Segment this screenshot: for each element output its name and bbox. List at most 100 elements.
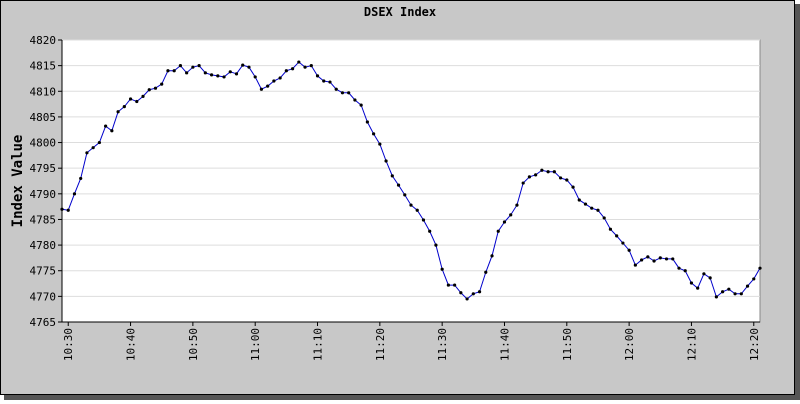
data-point: [727, 287, 731, 291]
x-tick-label: 11:20: [374, 328, 387, 361]
data-point: [571, 185, 575, 189]
data-point: [590, 206, 594, 210]
y-tick-label: 4820: [30, 34, 57, 47]
data-point: [652, 259, 656, 263]
data-point: [484, 270, 488, 274]
data-point: [191, 65, 195, 69]
data-point: [396, 183, 401, 187]
data-point: [60, 207, 64, 211]
data-point: [284, 69, 288, 73]
data-point: [359, 103, 363, 107]
data-point: [290, 67, 295, 71]
data-point: [135, 99, 139, 104]
data-point: [502, 220, 507, 224]
data-point: [583, 202, 588, 206]
x-tick-label: 11:40: [498, 328, 511, 361]
data-point: [733, 292, 737, 296]
data-point: [315, 74, 320, 78]
y-tick-label: 4790: [30, 188, 57, 201]
data-point: [471, 292, 475, 296]
data-point: [621, 241, 625, 245]
y-tick-label: 4785: [30, 213, 57, 226]
x-tick-label: 12:20: [748, 328, 761, 361]
data-point: [272, 79, 276, 83]
data-point: [104, 124, 108, 128]
data-point: [66, 208, 70, 212]
y-tick-label: 4770: [30, 290, 57, 303]
data-point: [752, 277, 756, 281]
data-point: [234, 72, 239, 76]
data-point: [166, 69, 170, 73]
data-point: [714, 295, 718, 299]
x-tick-label: 11:50: [561, 328, 574, 361]
y-tick-label: 4805: [30, 111, 57, 124]
data-point: [496, 229, 500, 233]
data-point: [172, 69, 176, 73]
data-point: [565, 178, 569, 182]
data-point: [515, 203, 519, 207]
data-point: [178, 64, 183, 68]
data-point: [297, 60, 301, 64]
data-point: [415, 208, 419, 212]
data-point: [403, 193, 407, 197]
data-point: [739, 292, 743, 296]
x-tick-label: 11:10: [312, 328, 325, 361]
x-tick-label: 10:40: [125, 328, 138, 361]
data-point: [216, 74, 220, 78]
data-point: [702, 272, 706, 276]
y-tick-label: 4795: [30, 162, 57, 175]
data-point: [147, 88, 151, 92]
data-point: [79, 176, 83, 181]
data-point: [453, 283, 457, 287]
y-tick-label: 4815: [30, 60, 57, 73]
data-point: [434, 243, 438, 247]
data-point: [303, 65, 307, 69]
data-point: [446, 283, 450, 287]
data-point: [353, 98, 357, 102]
data-point: [390, 174, 394, 178]
data-point: [633, 263, 637, 267]
data-point: [203, 71, 207, 75]
data-point: [409, 203, 413, 207]
data-point: [378, 142, 382, 146]
data-point: [253, 75, 257, 79]
data-point: [527, 175, 532, 179]
data-point: [228, 70, 232, 74]
data-point: [278, 76, 282, 80]
data-point: [521, 181, 525, 185]
plot-area: [61, 39, 761, 323]
data-point: [85, 151, 89, 155]
data-point: [558, 176, 563, 180]
data-point: [340, 91, 345, 95]
data-point: [509, 213, 513, 217]
data-point: [259, 87, 264, 91]
x-tick-label: 10:50: [187, 328, 200, 361]
data-point: [689, 281, 694, 285]
data-point: [758, 266, 762, 270]
data-point: [110, 129, 114, 133]
data-point: [608, 227, 613, 231]
data-point: [708, 276, 712, 280]
data-point: [128, 97, 133, 101]
x-tick-label: 11:30: [436, 328, 449, 361]
data-point: [534, 173, 538, 177]
x-tick-label: 11:00: [249, 328, 262, 361]
data-point: [658, 256, 662, 260]
y-tick-label: 4800: [30, 137, 57, 150]
data-point: [490, 254, 494, 258]
y-tick-label: 4765: [30, 316, 57, 329]
data-point: [428, 229, 432, 233]
data-point: [664, 257, 669, 261]
data-point: [347, 91, 351, 95]
data-point: [209, 73, 214, 77]
data-point: [477, 290, 482, 294]
data-point: [91, 146, 95, 150]
data-point: [334, 87, 338, 91]
data-point: [365, 120, 369, 124]
data-point: [459, 291, 463, 295]
y-tick-label: 4810: [30, 85, 57, 98]
data-point: [421, 218, 426, 222]
data-point: [72, 192, 77, 196]
data-point: [552, 170, 556, 174]
x-tick-label: 10:30: [62, 328, 75, 361]
